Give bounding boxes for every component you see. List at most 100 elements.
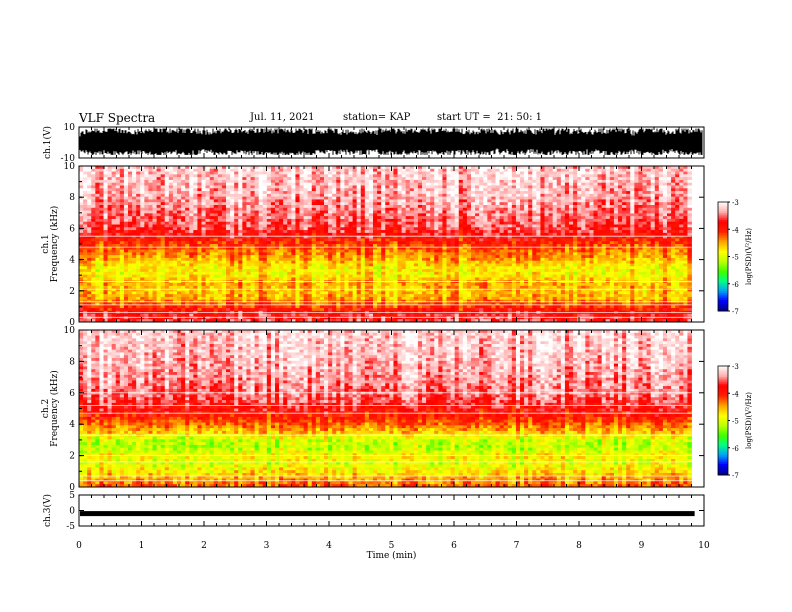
spectrogram-cell [658, 188, 664, 192]
spectrogram-cell [83, 177, 88, 181]
spectrogram-cell [79, 235, 84, 239]
spectrogram-cell [262, 210, 268, 214]
spectrogram-cell [475, 213, 480, 217]
spectrogram-cell [564, 202, 570, 206]
spectrogram-cell [601, 202, 607, 206]
spectrogram-cell [430, 210, 435, 214]
spectrogram-cell [662, 230, 668, 234]
spectrogram-cell [532, 199, 537, 203]
spectrogram-cell [507, 224, 513, 228]
spectrogram-cell [442, 166, 447, 170]
spectrogram-cell [528, 232, 533, 237]
spectrogram-cell [328, 213, 333, 217]
spectrogram-cell [577, 196, 582, 200]
spectrogram-cell [675, 185, 680, 189]
spectrogram-cell [569, 168, 574, 172]
spectrogram-cell [119, 218, 125, 223]
spectrogram-cell [213, 185, 219, 189]
spectrogram-cell [401, 168, 407, 172]
spectrogram-cell [417, 205, 423, 209]
spectrogram-cell [573, 199, 578, 203]
spectrogram-cell [311, 230, 317, 234]
spectrogram-cell [642, 249, 647, 253]
spectrogram-cell [103, 246, 108, 250]
spectrogram-cell [217, 182, 223, 186]
spectrogram-cell [185, 227, 190, 231]
spectrogram-cell [315, 252, 321, 256]
spectrogram-cell [123, 224, 129, 228]
spectrogram-cell [650, 193, 656, 198]
spectrogram-cell [258, 221, 264, 225]
spectrogram-cell [136, 171, 141, 175]
spectrogram-cell [417, 179, 423, 184]
spectrogram-cell [503, 227, 509, 231]
spectrogram-cell [119, 238, 125, 242]
spectrogram-cell [577, 227, 582, 231]
spectrogram-cell [650, 218, 656, 223]
spectrogram-cell [601, 179, 607, 184]
spectrogram-cell [511, 249, 517, 253]
spectrogram-cell [368, 255, 374, 259]
spectrogram-cell [83, 202, 88, 206]
spectrogram-cell [91, 230, 96, 234]
spectrogram-cell [605, 252, 611, 256]
spectrogram-cell [250, 199, 255, 203]
spectrogram-cell [303, 168, 309, 172]
spectrogram-cell [356, 171, 362, 175]
spectrogram-cell [123, 213, 129, 217]
spectrogram-cell [275, 207, 280, 211]
spectrogram-cell [103, 177, 108, 181]
spectrogram-cell [266, 224, 272, 228]
spectrogram-cell [564, 185, 570, 189]
spectrogram-cell [499, 202, 505, 206]
spectrogram-cell [564, 168, 570, 172]
spectrogram-cell [79, 246, 84, 250]
spectrogram-cell [238, 216, 243, 220]
spectrogram-cell [593, 210, 598, 214]
spectrogram-cell [364, 205, 370, 209]
spectrogram-cell [454, 218, 460, 223]
spectrogram-cell [324, 255, 329, 259]
spectrogram-cell [385, 199, 390, 203]
spectrogram-cell [560, 177, 566, 181]
spectrogram-cell [560, 166, 566, 170]
spectrogram-cell [299, 227, 304, 231]
spectrogram-cell [303, 205, 309, 209]
spectrogram-cell [373, 235, 378, 239]
spectrogram-cell [520, 185, 525, 189]
spectrogram-cell [671, 166, 676, 170]
spectrogram-cell [385, 193, 390, 198]
spectrogram-cell [136, 188, 141, 192]
spectrogram-cell [95, 213, 100, 217]
spectrogram-cell [593, 196, 598, 200]
spectrogram-cell [226, 238, 231, 242]
spectrogram-cell [573, 205, 578, 209]
spectrogram-cell [577, 179, 582, 184]
spectrogram-cell [107, 210, 113, 214]
spectrogram-cell [287, 168, 292, 172]
spectrogram-cell [205, 246, 211, 250]
spectrogram-cell [381, 216, 386, 220]
spectrogram-cell [658, 221, 664, 225]
spectrogram-cell [356, 174, 362, 178]
spectrogram-cell [160, 182, 166, 186]
spectrogram-cell [569, 202, 574, 206]
spectrogram-cell [528, 238, 533, 242]
spectrogram-cell [454, 213, 460, 217]
spectrogram-cell [360, 193, 366, 198]
spectrogram-cell [662, 193, 668, 198]
spectrogram-cell [577, 174, 582, 178]
spectrogram-cell [409, 224, 415, 228]
spectrogram-cell [593, 177, 598, 181]
spectrogram-cell [573, 171, 578, 175]
spectrogram-cell [287, 182, 292, 186]
spectrogram-cell [221, 168, 227, 172]
spectrogram-cell [230, 179, 235, 184]
spectrogram-cell [466, 199, 472, 203]
spectrogram-cell [503, 249, 509, 253]
spectrogram-cell [111, 213, 117, 217]
spectrogram-cell [548, 216, 554, 220]
spectrogram-cell [185, 238, 190, 242]
spectrogram-cell [552, 193, 558, 198]
spectrogram-cell [552, 207, 558, 211]
